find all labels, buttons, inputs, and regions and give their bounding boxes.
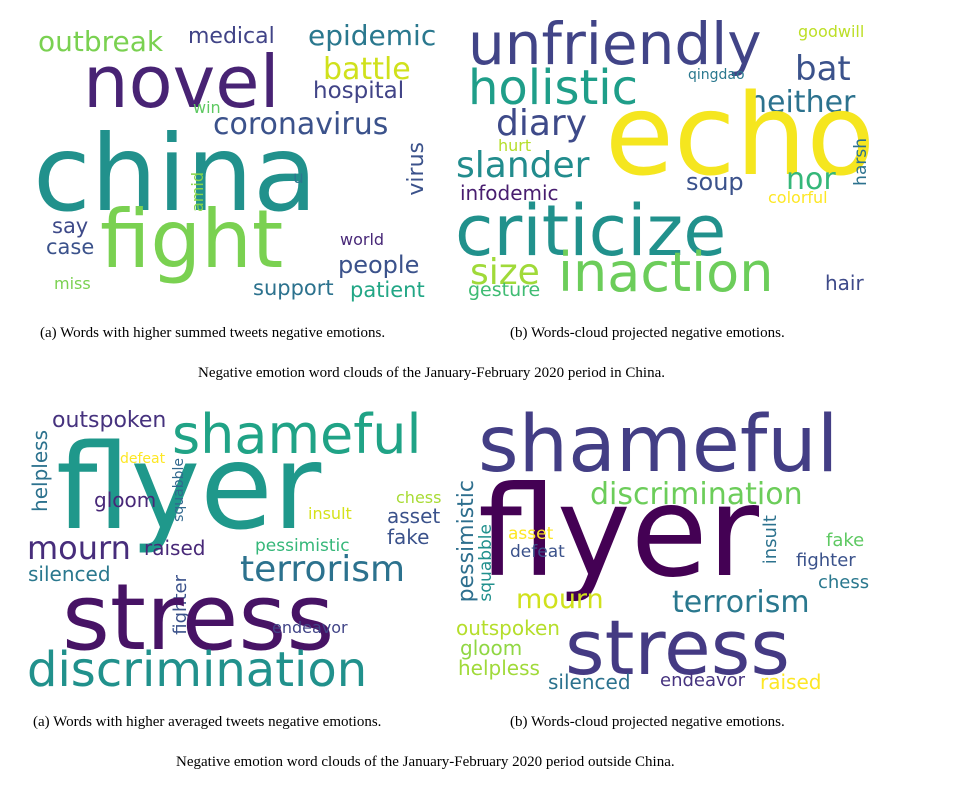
cloud-word: epidemic bbox=[308, 19, 437, 52]
cloud-word: world bbox=[340, 230, 385, 249]
cloud-word: hair bbox=[825, 271, 864, 295]
cloud-word: infodemic bbox=[460, 181, 559, 205]
cloud-word: stress bbox=[62, 564, 335, 671]
cloud-word: fake bbox=[387, 525, 430, 549]
cloud-word: unfriendly bbox=[468, 10, 762, 78]
figure-caption-bottom: Negative emotion word clouds of the Janu… bbox=[176, 754, 675, 770]
cloud-word: silenced bbox=[28, 562, 111, 586]
cloud-word: discrimination bbox=[27, 642, 368, 695]
cloud-word: patient bbox=[350, 278, 425, 302]
cloud-word: say bbox=[52, 214, 89, 238]
cloud-word: diary bbox=[496, 103, 588, 144]
cloud-word: flyer bbox=[56, 418, 322, 556]
cloud-word: discrimination bbox=[590, 477, 803, 512]
cloud-word: fake bbox=[826, 530, 865, 551]
cloud-word: outspoken bbox=[456, 616, 560, 640]
cloud-word: helpless bbox=[458, 656, 540, 680]
cloud-word: raised bbox=[144, 536, 206, 560]
cloud-word: asset bbox=[508, 524, 554, 544]
cloud-word: qingdao bbox=[688, 67, 745, 83]
cloud-word: support bbox=[253, 276, 334, 300]
cloud-word: medical bbox=[188, 24, 275, 49]
cloud-word: gloom bbox=[460, 636, 523, 660]
cloud-word: terrorism bbox=[240, 549, 406, 590]
cloud-word: endeavor bbox=[272, 618, 348, 637]
cloud-word: people bbox=[338, 251, 420, 279]
cloud-word: bat bbox=[795, 49, 851, 89]
cloud-word: mourn bbox=[27, 529, 131, 567]
cloud-word: colorful bbox=[768, 188, 828, 207]
caption-b-top: (b) Words-cloud projected negative emoti… bbox=[510, 325, 785, 341]
cloud-word: outbreak bbox=[38, 25, 164, 58]
cloud-word: terrorism bbox=[672, 585, 810, 620]
cloud-word: insult bbox=[308, 504, 352, 523]
caption-a-top: (a) Words with higher summed tweets nega… bbox=[40, 325, 386, 341]
cloud-word: case bbox=[46, 235, 95, 259]
cloud-word: china bbox=[33, 113, 318, 235]
cloud-word: hurt bbox=[498, 136, 532, 155]
cloud-word: holistic bbox=[468, 60, 639, 116]
cloud-word: asset bbox=[387, 504, 441, 528]
cloud-word: chess bbox=[818, 572, 870, 593]
cloud-word: stress bbox=[565, 603, 790, 692]
cloud-word: gloom bbox=[94, 488, 157, 512]
cloud-word: size bbox=[470, 252, 540, 293]
cloud-word: chess bbox=[396, 488, 442, 507]
cloud-word: defeat bbox=[510, 542, 565, 562]
cloud-word: nor bbox=[786, 162, 836, 197]
cloud-word: fight bbox=[100, 193, 284, 286]
cloud-word: u bbox=[293, 168, 304, 188]
cloud-word: coronavirus bbox=[213, 107, 389, 142]
word-cloud-china-projected: unfriendly goodwill bat holistic qingdao… bbox=[450, 10, 880, 305]
cloud-word: battle bbox=[323, 52, 411, 87]
cloud-word: insult bbox=[760, 515, 781, 565]
cloud-word: pessimistic bbox=[255, 536, 350, 556]
cloud-word: win bbox=[193, 98, 221, 117]
cloud-word: shameful bbox=[478, 400, 839, 490]
cloud-word: soup bbox=[686, 168, 744, 196]
cloud-word: flyer bbox=[478, 460, 760, 605]
cloud-word: novel bbox=[83, 40, 280, 124]
cloud-word: criticize bbox=[455, 190, 727, 272]
figure-caption-top: Negative emotion word clouds of the Janu… bbox=[198, 365, 665, 381]
cloud-word: virus bbox=[404, 142, 429, 196]
cloud-word: miss bbox=[54, 274, 91, 293]
cloud-word: mourn bbox=[516, 584, 604, 615]
word-cloud-outside-averaged: outspoken shameful helpless flyer defeat… bbox=[22, 400, 450, 695]
cloud-word: silenced bbox=[548, 670, 631, 694]
caption-b-bottom: (b) Words-cloud projected negative emoti… bbox=[510, 714, 785, 730]
cloud-word: raised bbox=[760, 670, 822, 694]
word-cloud-outside-projected: shameful discrimination pessimistic squa… bbox=[450, 400, 880, 695]
cloud-word: endeavor bbox=[660, 670, 746, 691]
cloud-word: harsh bbox=[851, 138, 871, 186]
cloud-word: pessimistic bbox=[454, 480, 479, 603]
cloud-word: echo bbox=[605, 71, 875, 201]
cloud-word: neither bbox=[748, 85, 856, 120]
cloud-word: goodwill bbox=[798, 22, 865, 41]
cloud-word: shameful bbox=[172, 403, 422, 466]
cloud-word: defeat bbox=[120, 451, 166, 467]
cloud-word: fighter bbox=[796, 550, 856, 571]
word-cloud-china-summed: outbreak novel medical epidemic battle h… bbox=[28, 10, 448, 305]
cloud-word: hospital bbox=[313, 78, 405, 104]
caption-a-bottom: (a) Words with higher averaged tweets ne… bbox=[33, 714, 382, 730]
cloud-word: inaction bbox=[558, 241, 774, 304]
cloud-word: squabble bbox=[171, 458, 187, 522]
cloud-word: helpless bbox=[28, 430, 52, 512]
cloud-word: gesture bbox=[468, 279, 541, 301]
cloud-word: outspoken bbox=[52, 408, 167, 433]
cloud-word: slander bbox=[456, 145, 590, 186]
